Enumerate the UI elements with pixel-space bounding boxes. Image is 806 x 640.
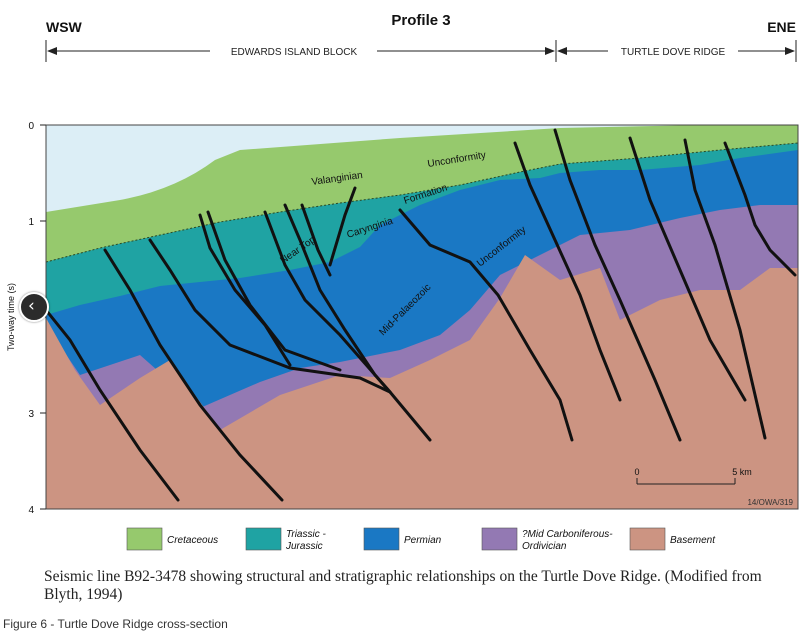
y-axis-title: Two-way time (s) [6, 283, 16, 351]
scale-end-label: 5 km [732, 467, 752, 477]
legend-label-triassic: Triassic -Jurassic [285, 529, 326, 552]
edwards-island-block-label: EDWARDS ISLAND BLOCK [231, 47, 358, 58]
turtle-dove-ridge-label: TURTLE DOVE RIDGE [621, 47, 726, 58]
figure-description: Seismic line B92-3478 showing structural… [44, 568, 762, 603]
legend-label-basement: Basement [670, 535, 716, 546]
legend: Cretaceous Triassic -Jurassic Permian ?M… [126, 527, 716, 552]
legend-label-cretaceous: Cretaceous [167, 535, 218, 546]
legend-swatch-carboniferous [481, 527, 518, 551]
y-tick-label: 4 [28, 505, 34, 516]
figure-caption: Figure 6 - Turtle Dove Ridge cross-secti… [3, 617, 228, 631]
scale-start-label: 0 [634, 467, 639, 477]
y-tick-label: 3 [28, 409, 34, 420]
y-tick-label: 0 [28, 121, 34, 132]
previous-button[interactable]: ‹ [19, 292, 49, 322]
legend-swatch-permian [363, 527, 400, 551]
legend-swatch-triassic [245, 527, 282, 551]
chevron-left-icon: ‹ [28, 296, 35, 316]
legend-swatch-cretaceous [126, 527, 163, 551]
cross-section-plot: Valanginian Unconformity Near Top Caryng… [46, 125, 798, 509]
y-tick-label: 1 [28, 217, 34, 228]
right-direction-label: ENE [767, 19, 796, 35]
profile-title: Profile 3 [391, 12, 450, 29]
scale-bar: 0 5 km [634, 467, 752, 485]
block-extent-markers: EDWARDS ISLAND BLOCK TURTLE DOVE RIDGE [45, 40, 797, 62]
unconformity-wavy-line [46, 142, 798, 263]
legend-swatch-basement [629, 527, 666, 551]
legend-label-carboniferous: ?Mid Carboniferous-Ordivician [522, 529, 613, 552]
figure-reference-code: 14/OWA/319 [747, 498, 793, 507]
left-direction-label: WSW [46, 19, 83, 35]
legend-label-permian: Permian [404, 535, 442, 546]
fault-lines [46, 128, 797, 502]
